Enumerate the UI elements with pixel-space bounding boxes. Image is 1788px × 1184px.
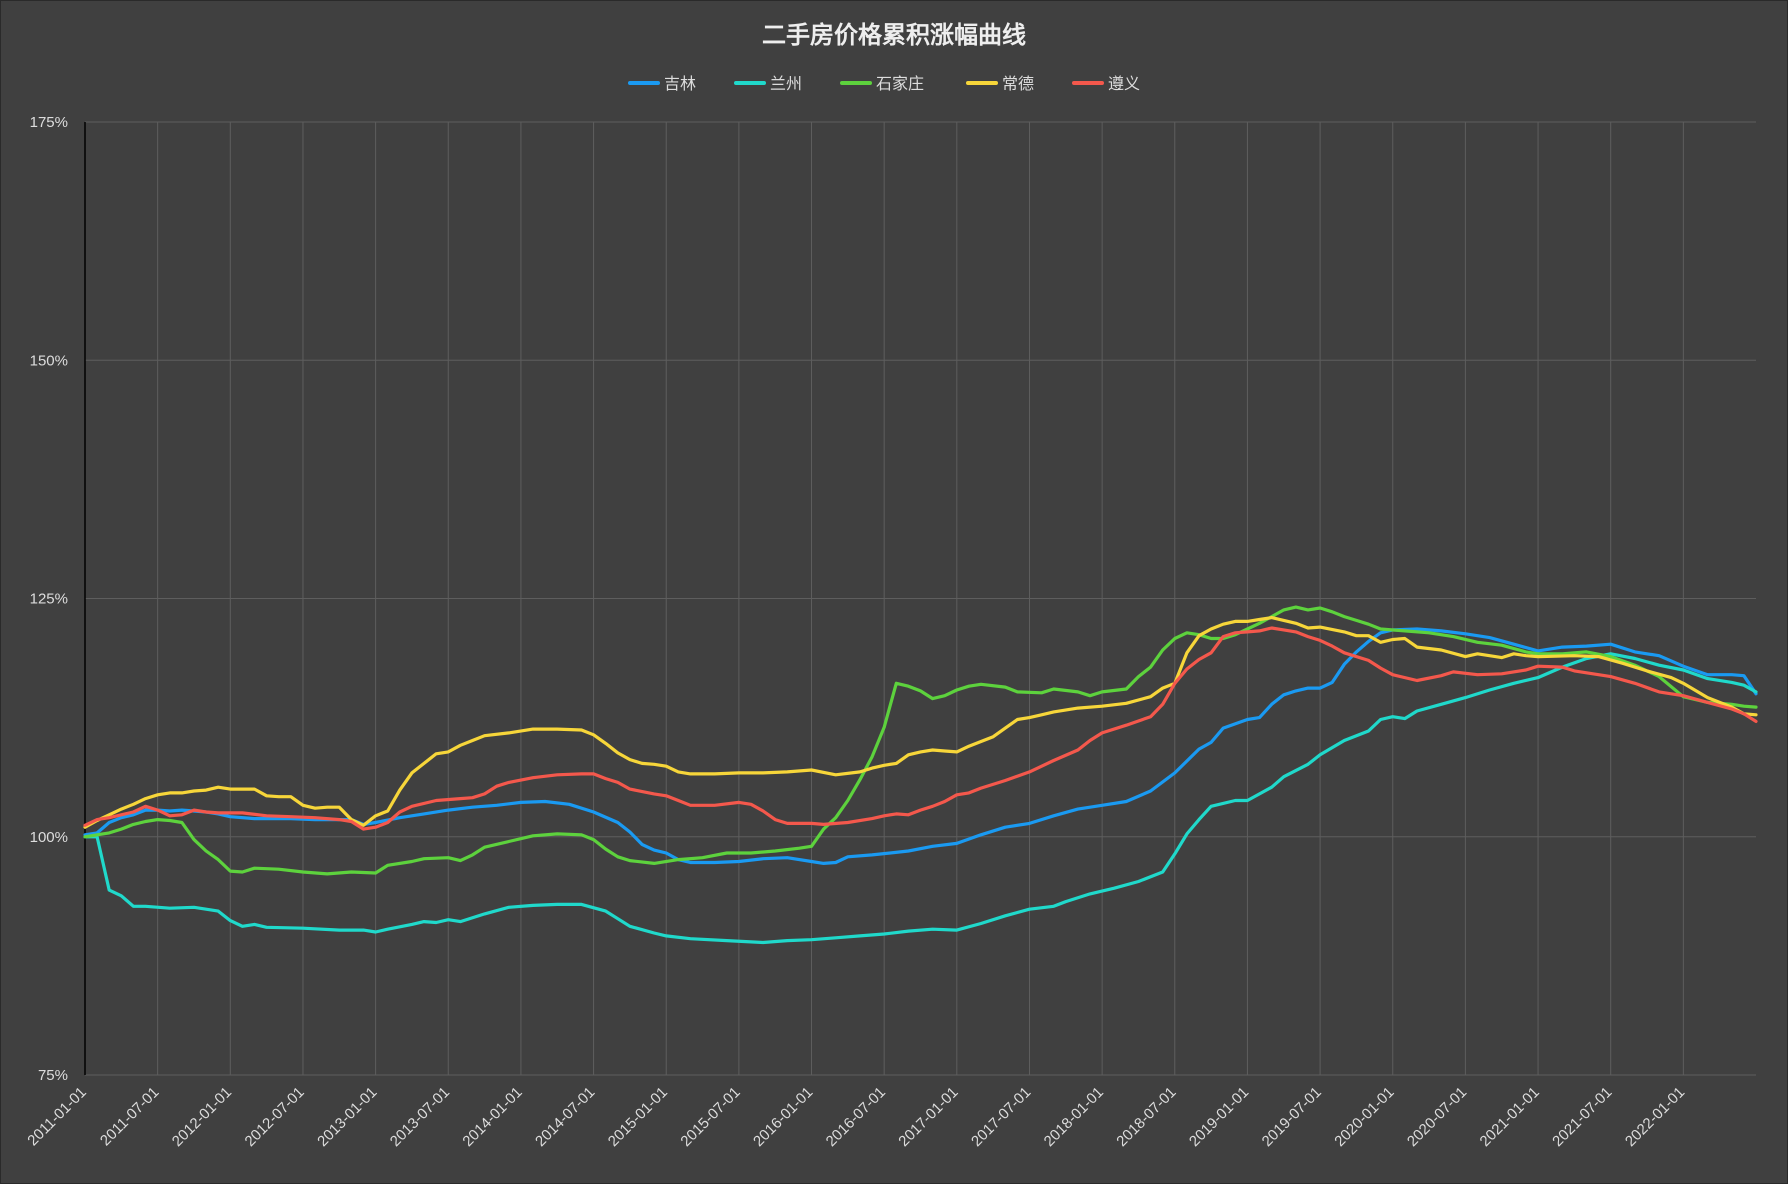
x-tick-label: 2013-07-01 [387,1084,453,1150]
legend-item-4[interactable]: 遵义 [1072,74,1140,93]
x-tick-label: 2020-01-01 [1331,1084,1397,1150]
x-tick-label: 2014-01-01 [459,1084,525,1150]
x-tick-label: 2013-01-01 [314,1084,380,1150]
x-tick-label: 2017-01-01 [895,1084,961,1150]
x-tick-label: 2017-07-01 [968,1084,1034,1150]
series-line-0 [83,627,1758,866]
x-tick-label: 2019-01-01 [1186,1084,1252,1150]
x-tick-label: 2018-07-01 [1113,1084,1179,1150]
legend: 吉林 兰州 石家庄 常德 遵义 [628,74,1140,93]
y-tick-label: 100% [30,829,68,846]
series-line-2 [83,605,1758,876]
x-tick-label: 2015-07-01 [677,1084,743,1150]
x-tick-label: 2012-01-01 [169,1084,235,1150]
y-tick-label: 150% [30,352,68,369]
legend-item-1[interactable]: 兰州 [734,74,802,93]
x-tick-label: 2014-07-01 [532,1084,598,1150]
legend-item-2[interactable]: 石家庄 [840,74,924,93]
y-tick-label: 75% [38,1067,68,1084]
x-tick-label: 2019-07-01 [1259,1084,1325,1150]
series-line-3 [83,615,1758,829]
legend-item-3[interactable]: 常德 [966,74,1034,93]
legend-label: 兰州 [770,74,802,93]
legend-label: 石家庄 [876,74,924,93]
x-tick-label: 2016-01-01 [750,1084,816,1150]
x-tick-label: 2020-07-01 [1404,1084,1470,1150]
y-tick-label: 125% [30,591,68,608]
x-tick-label: 2011-07-01 [97,1084,162,1149]
x-tick-label: 2015-01-01 [605,1084,671,1150]
series-lines [83,605,1758,945]
grid [85,121,1756,1076]
x-tick-label: 2012-07-01 [242,1084,308,1150]
series-line-1 [83,652,1758,945]
x-tick-label: 2021-01-01 [1477,1084,1543,1150]
chart-title: 二手房价格累积涨幅曲线 [762,21,1026,49]
legend-label: 常德 [1002,74,1034,93]
y-axis-ticks: 75% 100% 125% 150% 175% [30,114,68,1084]
series-line-4 [83,626,1758,831]
x-tick-label: 2011-01-01 [24,1084,89,1149]
x-tick-label: 2018-01-01 [1041,1084,1107,1150]
x-tick-label: 2022-01-01 [1622,1084,1688,1150]
legend-label: 遵义 [1108,74,1140,93]
legend-item-0[interactable]: 吉林 [628,74,696,93]
y-tick-label: 175% [30,114,68,131]
legend-label: 吉林 [664,74,696,93]
x-axis-ticks: 2011-01-01 2011-07-01 2012-01-01 2012-07-01… [24,1084,1688,1150]
x-tick-label: 2021-07-01 [1549,1084,1615,1150]
x-tick-label: 2016-07-01 [823,1084,889,1150]
